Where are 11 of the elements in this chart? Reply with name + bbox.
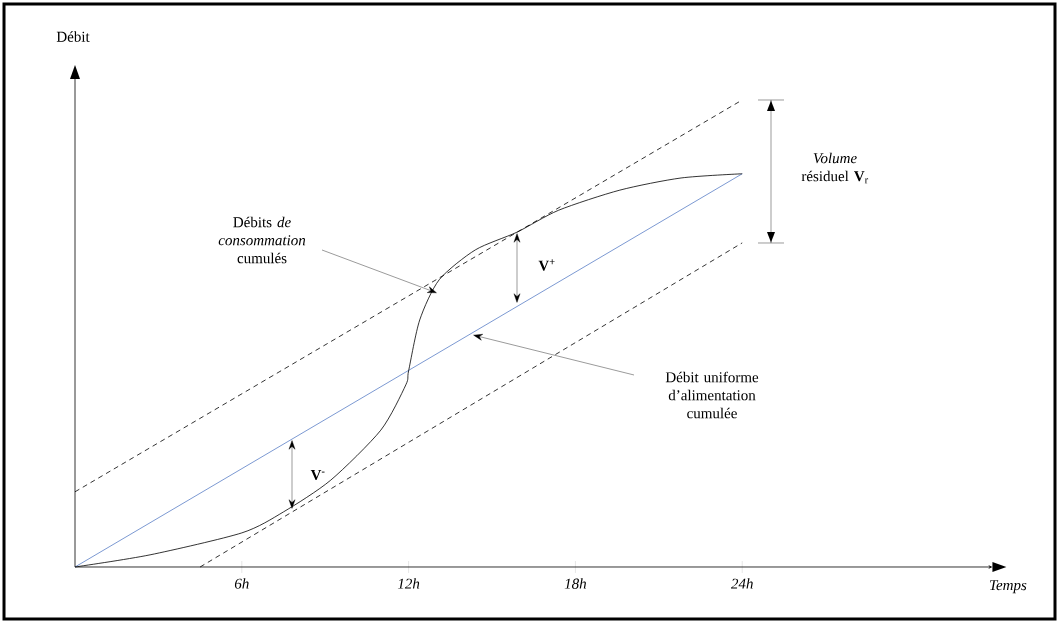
- annotation: Débit uniforme d’alimentation cumulée: [665, 371, 759, 419]
- annotation: Débits de consommation cumulés: [218, 216, 306, 264]
- annotation: V$^{-}$: [310, 469, 325, 480]
- x-tick-label: 18h: [564, 578, 587, 589]
- x-tick-label: 24h: [730, 578, 753, 589]
- annotation: V$^{+}$: [538, 259, 555, 271]
- y-axis-title: Débit: [56, 31, 90, 42]
- annotation: Volume résiduel V$_{r}$: [801, 152, 869, 184]
- x-tick-label: 12h: [397, 578, 420, 589]
- x-tick-label: 6h: [234, 578, 249, 589]
- x-axis-title: Temps: [990, 580, 1027, 594]
